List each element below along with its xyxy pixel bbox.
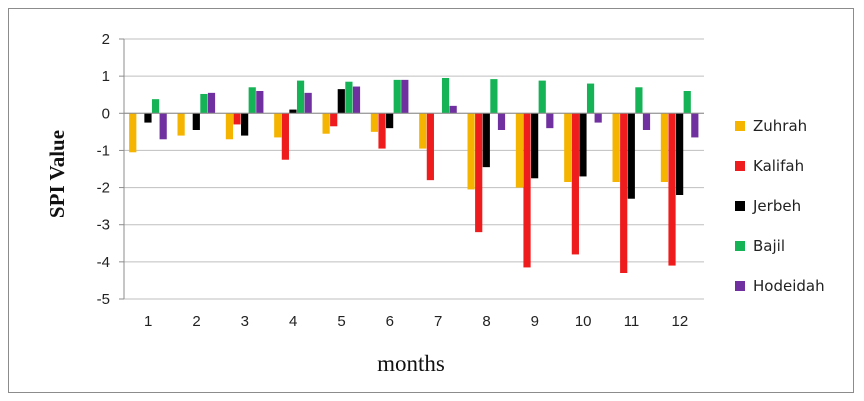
x-axis-title: months	[377, 351, 445, 376]
x-tick-label: 10	[575, 313, 592, 330]
axes: 210-1-2-3-4-51 2 3 4 5 6 7 8 9 10 11 12	[97, 31, 704, 330]
legend-swatch-zuhrah	[735, 121, 745, 131]
bar-zuhrah-1	[129, 113, 137, 153]
bar-zuhrah-7	[419, 113, 427, 149]
bar-hodeidah-8	[497, 113, 506, 130]
bar-zuhrah-9	[515, 113, 524, 188]
bar-hodeidah-2	[207, 92, 216, 114]
legend-swatch-hodeidah	[735, 281, 745, 291]
x-tick-label: 12	[671, 313, 688, 330]
bar-zuhrah-8	[467, 113, 475, 190]
bar-hodeidah-6	[401, 79, 409, 114]
bar-jerbeh-2	[192, 113, 200, 130]
bar-jerbeh-11	[627, 113, 635, 199]
bar-bajil-1	[151, 99, 160, 114]
legend-swatch-jerbeh	[735, 201, 745, 211]
bar-hodeidah-12	[691, 113, 699, 138]
bar-kalifah-5	[330, 113, 338, 127]
bar-bajil-3	[248, 87, 256, 114]
chart-frame: 2 1 0 -1 -2 -3 -4 -5 1 2 3 4 5 6 7 8 9 10 11 12 SPI Value m…	[8, 8, 854, 393]
legend-label-zuhrah: Zuhrah	[753, 117, 807, 135]
x-tick-label: 3	[241, 313, 249, 330]
bar-bajil-7	[441, 78, 450, 114]
bar-hodeidah-10	[594, 113, 602, 123]
legend-label-bajil: Bajil	[753, 237, 785, 255]
bar-bajil-12	[683, 91, 691, 114]
bar-zuhrah-6	[370, 113, 379, 132]
bar-kalifah-6	[378, 113, 386, 149]
bar-bajil-8	[490, 79, 498, 114]
x-tick-label: 11	[624, 313, 640, 330]
legend-label-jerbeh: Jerbeh	[752, 197, 801, 215]
bar-jerbeh-10	[579, 113, 587, 177]
x-tick-label: 2	[192, 313, 200, 330]
bar-jerbeh-8	[482, 113, 490, 168]
x-tick-label: 1	[144, 313, 152, 330]
legend-label-kalifah: Kalifah	[753, 157, 804, 175]
x-tick-label: 6	[386, 313, 394, 330]
bar-kalifah-3	[233, 113, 241, 125]
bar-bajil-4	[296, 80, 305, 114]
x-tick-label: 4	[289, 313, 297, 330]
bars	[129, 78, 699, 273]
bar-bajil-2	[200, 93, 208, 114]
bar-zuhrah-3	[225, 113, 234, 140]
bar-hodeidah-11	[642, 113, 651, 130]
bar-zuhrah-12	[660, 113, 669, 182]
y-tick-label: 2	[102, 31, 110, 48]
y-tick-label: -2	[97, 180, 110, 197]
bar-zuhrah-4	[274, 113, 282, 138]
bar-hodeidah-4	[304, 92, 312, 114]
x-tick-label: 9	[531, 313, 539, 330]
spi-bar-chart: 210-1-2-3-4-51 2 3 4 5 6 7 8 9 10 11 12 SPI Value m…	[45, 31, 825, 376]
x-tick-label: 8	[482, 313, 490, 330]
bar-jerbeh-5	[337, 89, 345, 114]
bar-zuhrah-11	[612, 113, 620, 182]
y-tick-label: 1	[102, 68, 110, 85]
bar-jerbeh-6	[386, 113, 394, 129]
y-tick-label: -1	[97, 142, 110, 159]
bar-bajil-10	[586, 83, 595, 114]
bar-jerbeh-9	[531, 113, 539, 179]
x-tick-label: 7	[434, 313, 442, 330]
legend: Zuhrah Kalifah Jerbeh Bajil Hodeidah	[735, 117, 825, 295]
bar-zuhrah-10	[564, 113, 572, 182]
bar-jerbeh-12	[676, 113, 684, 195]
legend-label-hodeidah: Hodeidah	[753, 277, 825, 295]
bar-hodeidah-5	[352, 86, 361, 114]
y-tick-label: -5	[97, 291, 110, 308]
bar-bajil-6	[393, 79, 401, 114]
y-tick-label: -3	[97, 217, 110, 234]
bar-kalifah-11	[620, 113, 628, 273]
legend-swatch-bajil	[735, 241, 745, 251]
y-tick-label: -4	[97, 254, 110, 271]
y-axis-title: SPI Value	[45, 130, 69, 218]
bar-bajil-11	[635, 87, 643, 114]
bar-zuhrah-2	[177, 113, 185, 136]
bar-kalifah-7	[426, 113, 434, 181]
x-tick-label: 5	[337, 313, 345, 330]
bar-kalifah-10	[571, 113, 579, 255]
bar-jerbeh-3	[241, 113, 249, 136]
bar-hodeidah-3	[256, 91, 264, 114]
bar-zuhrah-5	[322, 113, 330, 134]
bar-jerbeh-1	[144, 113, 152, 123]
bar-bajil-9	[538, 80, 546, 114]
bar-kalifah-8	[475, 113, 483, 233]
bar-kalifah-4	[281, 113, 289, 160]
bar-hodeidah-9	[546, 113, 554, 129]
y-tick-label: 0	[102, 105, 110, 122]
bar-hodeidah-1	[159, 113, 167, 140]
bar-bajil-5	[345, 81, 353, 114]
bar-hodeidah-7	[449, 105, 457, 114]
bar-jerbeh-4	[289, 109, 297, 114]
legend-swatch-kalifah	[735, 161, 745, 171]
bar-kalifah-9	[523, 113, 531, 268]
bar-kalifah-12	[668, 113, 676, 266]
